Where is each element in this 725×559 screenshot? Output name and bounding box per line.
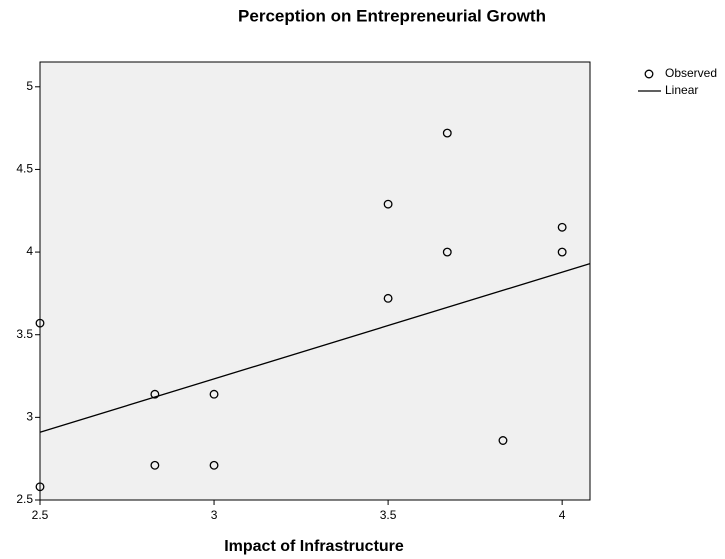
data-point — [35, 318, 45, 328]
legend-label: Observed — [665, 66, 717, 80]
data-point — [557, 247, 567, 257]
x-tick-label: 3.5 — [380, 508, 397, 522]
data-point — [557, 222, 567, 232]
x-axis-label: Impact of Infrastructure — [224, 538, 404, 555]
legend-symbol — [644, 69, 654, 79]
data-point — [209, 460, 219, 470]
data-point — [383, 199, 393, 209]
x-tick-label: 3 — [211, 508, 218, 522]
y-tick-label: 4.5 — [16, 162, 33, 176]
chart-title: Perception on Entrepreneurial Growth — [238, 6, 546, 25]
y-tick-label: 3.5 — [16, 327, 33, 341]
y-tick-label: 2.5 — [16, 492, 33, 506]
data-point — [35, 482, 45, 492]
y-tick-label: 3 — [26, 410, 33, 424]
y-tick-label: 5 — [26, 79, 33, 93]
x-tick-label: 2.5 — [32, 508, 49, 522]
x-tick-label: 4 — [559, 508, 566, 522]
data-point — [150, 389, 160, 399]
data-point — [442, 128, 452, 138]
plot-area — [39, 61, 591, 501]
data-point — [498, 436, 508, 445]
fit-line — [39, 263, 591, 433]
data-point — [150, 460, 160, 470]
legend-label: Linear — [665, 83, 698, 97]
data-point — [442, 247, 452, 257]
data-point — [209, 389, 219, 399]
y-tick-label: 4 — [26, 244, 33, 258]
data-point — [383, 293, 393, 303]
